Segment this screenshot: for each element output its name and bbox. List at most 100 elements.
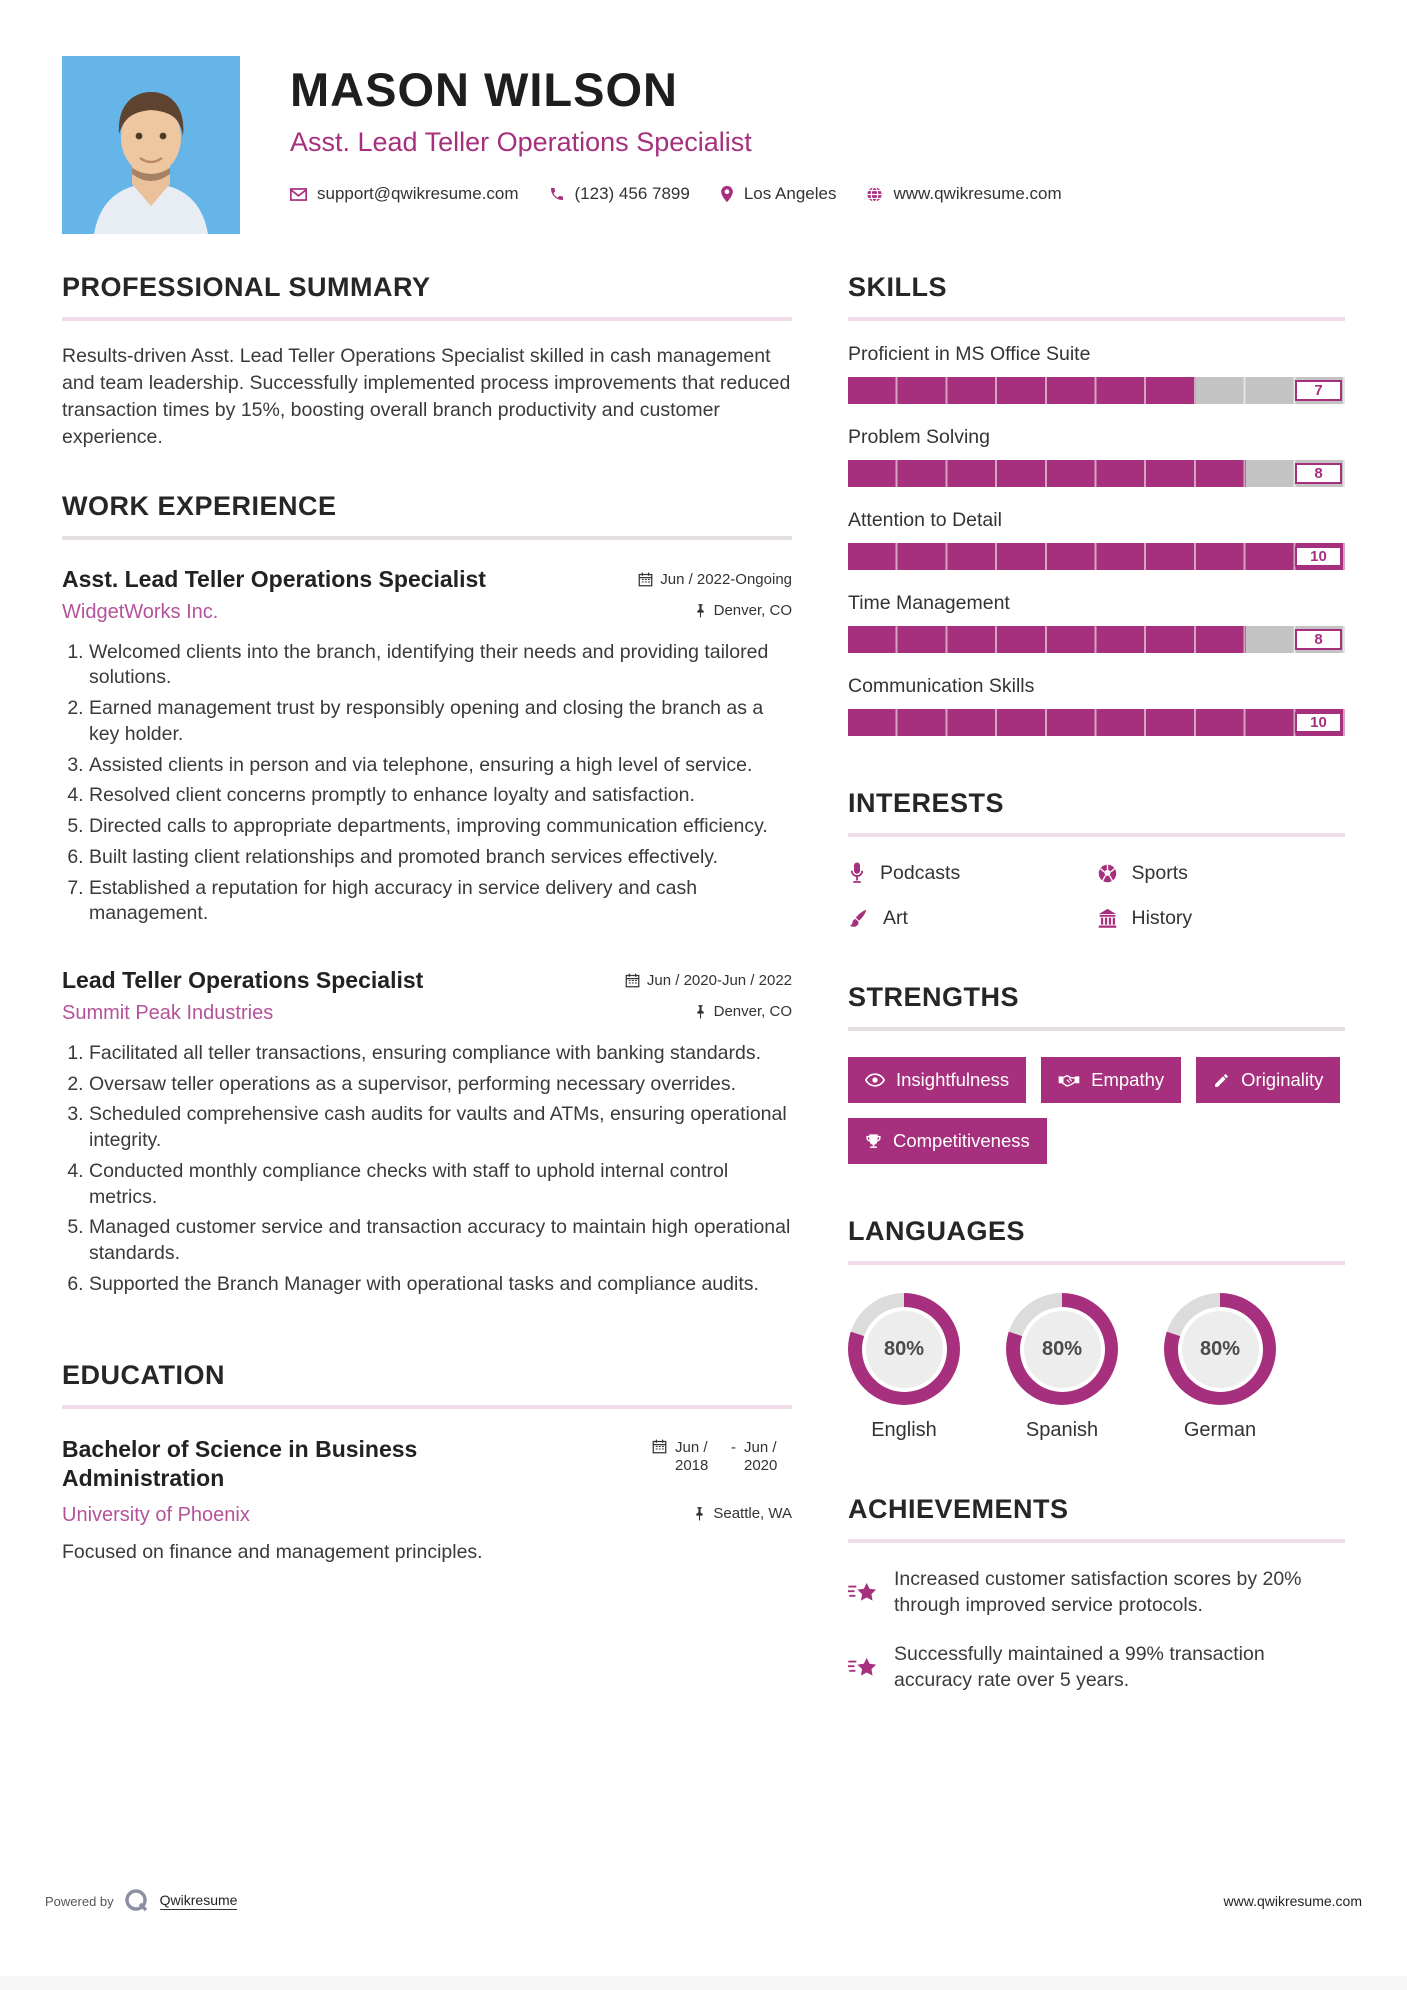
section-divider — [62, 317, 792, 321]
shooting-star-icon — [848, 1644, 878, 1693]
job-entry: Lead Teller Operations Specialist Jun / … — [62, 967, 792, 1298]
microphone-icon — [848, 861, 866, 885]
footer-website[interactable]: www.qwikresume.com — [1223, 1893, 1362, 1909]
job-bullet-list: Facilitated all teller transactions, ens… — [62, 1041, 792, 1298]
section-skills: SKILLS Proficient in MS Office Suite 7 P… — [848, 272, 1345, 736]
section-title: INTERESTS — [848, 788, 1005, 818]
language-item: 80% German — [1164, 1293, 1276, 1442]
handshake-icon — [1058, 1073, 1080, 1088]
skill-bar: 8 — [848, 460, 1345, 487]
interest-item: History — [1097, 907, 1346, 930]
achievement-item: Successfully maintained a 99% transactio… — [848, 1642, 1345, 1693]
job-title: Asst. Lead Teller Operations Specialist — [62, 565, 486, 592]
job-bullet: Built lasting client relationships and p… — [89, 845, 792, 871]
job-bullet: Resolved client concerns promptly to enh… — [89, 783, 792, 809]
skill-label: Problem Solving — [848, 426, 990, 448]
skill-value: 10 — [1295, 546, 1342, 567]
language-label: Spanish — [1025, 1419, 1099, 1441]
avatar — [62, 56, 240, 234]
language-percent: 80% — [865, 1310, 943, 1388]
section-title: SKILLS — [848, 272, 948, 302]
qwikresume-logo-icon — [124, 1888, 150, 1914]
section-strengths: STRENGTHS Insightfulness Empathy — [848, 982, 1345, 1164]
strength-badge: Competitiveness — [848, 1118, 1047, 1164]
qwikresume-link[interactable]: Qwikresume — [159, 1892, 238, 1910]
interest-label: Art — [883, 907, 908, 929]
soccer-ball-icon — [1097, 863, 1118, 884]
skill-value: 7 — [1295, 380, 1342, 401]
shooting-star-icon — [848, 1569, 878, 1618]
eye-icon — [865, 1073, 885, 1087]
website-link[interactable]: www.qwikresume.com — [893, 184, 1062, 203]
company-name: WidgetWorks Inc. — [62, 600, 219, 623]
calendar-icon — [625, 973, 640, 988]
skill-label: Proficient in MS Office Suite — [848, 343, 1091, 365]
location-pin-icon — [720, 185, 734, 203]
skill-item: Problem Solving 8 — [848, 426, 1345, 487]
interest-item: Art — [848, 907, 1097, 930]
skill-item: Proficient in MS Office Suite 7 — [848, 343, 1345, 404]
strength-badge: Insightfulness — [848, 1057, 1027, 1103]
language-item: 80% English — [848, 1293, 960, 1442]
section-divider — [62, 535, 792, 540]
pushpin-icon — [693, 1506, 706, 1522]
language-progress-ring: 80% — [848, 1293, 960, 1405]
job-bullet: Welcomed clients into the branch, identi… — [89, 640, 792, 691]
resume-header: MASON WILSON Asst. Lead Teller Operation… — [0, 0, 1407, 234]
interest-label: History — [1131, 907, 1193, 929]
left-column: PROFESSIONAL SUMMARY Results-driven Asst… — [62, 272, 792, 1734]
education-date-to: Jun / 2020 — [744, 1438, 778, 1475]
interest-item: Podcasts — [848, 861, 1097, 885]
achievement-text: Increased customer satisfaction scores b… — [894, 1568, 1302, 1616]
section-title: STRENGTHS — [848, 982, 1020, 1012]
language-item: 80% Spanish — [1006, 1293, 1118, 1442]
skill-label: Communication Skills — [848, 675, 1035, 697]
museum-icon — [1097, 908, 1118, 929]
job-bullet: Managed customer service and transaction… — [89, 1215, 792, 1266]
job-date-text: Jun / 2022-Ongoing — [660, 570, 792, 588]
skill-value: 8 — [1295, 629, 1342, 650]
skill-value: 8 — [1295, 463, 1342, 484]
pencil-icon — [1213, 1072, 1230, 1089]
section-education: EDUCATION Bachelor of Science in Busines… — [62, 1360, 792, 1565]
job-bullet: Earned management trust by responsibly o… — [89, 696, 792, 747]
section-title: EDUCATION — [62, 1359, 225, 1390]
section-title: WORK EXPERIENCE — [62, 490, 337, 521]
job-entry: Asst. Lead Teller Operations Specialist … — [62, 566, 792, 927]
section-languages: LANGUAGES 80% English 80% Spanish — [848, 1216, 1345, 1442]
skill-item: Time Management 8 — [848, 592, 1345, 653]
language-percent: 80% — [1181, 1310, 1259, 1388]
section-divider — [848, 1539, 1345, 1543]
achievement-item: Increased customer satisfaction scores b… — [848, 1567, 1345, 1618]
skill-bar: 10 — [848, 543, 1345, 570]
skill-bar: 8 — [848, 626, 1345, 653]
person-role: Asst. Lead Teller Operations Specialist — [290, 127, 752, 157]
language-percent: 80% — [1023, 1310, 1101, 1388]
profile-photo — [62, 56, 240, 234]
trophy-icon — [865, 1133, 882, 1150]
phone-icon — [549, 186, 565, 202]
interest-label: Podcasts — [880, 861, 961, 884]
section-title: ACHIEVEMENTS — [848, 1494, 1069, 1524]
section-divider — [848, 1261, 1345, 1265]
job-bullet: Conducted monthly compliance checks with… — [89, 1159, 792, 1210]
contact-row: support@qwikresume.com (123) 456 7899 Lo… — [290, 184, 1080, 204]
interest-item: Sports — [1097, 861, 1346, 885]
job-bullet: Scheduled comprehensive cash audits for … — [89, 1102, 792, 1153]
language-progress-ring: 80% — [1164, 1293, 1276, 1405]
job-bullet: Facilitated all teller transactions, ens… — [89, 1041, 792, 1067]
section-work-experience: WORK EXPERIENCE Asst. Lead Teller Operat… — [62, 491, 792, 1298]
interest-label: Sports — [1131, 861, 1188, 884]
section-divider — [848, 1027, 1345, 1031]
section-title: PROFESSIONAL SUMMARY — [62, 272, 431, 302]
job-bullet: Supported the Branch Manager with operat… — [89, 1272, 792, 1298]
globe-icon — [866, 186, 883, 203]
job-location-text: Denver, CO — [713, 1002, 792, 1020]
language-progress-ring: 80% — [1006, 1293, 1118, 1405]
section-professional-summary: PROFESSIONAL SUMMARY Results-driven Asst… — [62, 272, 792, 451]
job-location-text: Denver, CO — [713, 601, 792, 619]
section-divider — [848, 317, 1345, 321]
education-date-separator: - — [731, 1438, 736, 1456]
email-link[interactable]: support@qwikresume.com — [317, 184, 519, 203]
skill-value: 10 — [1295, 712, 1342, 733]
